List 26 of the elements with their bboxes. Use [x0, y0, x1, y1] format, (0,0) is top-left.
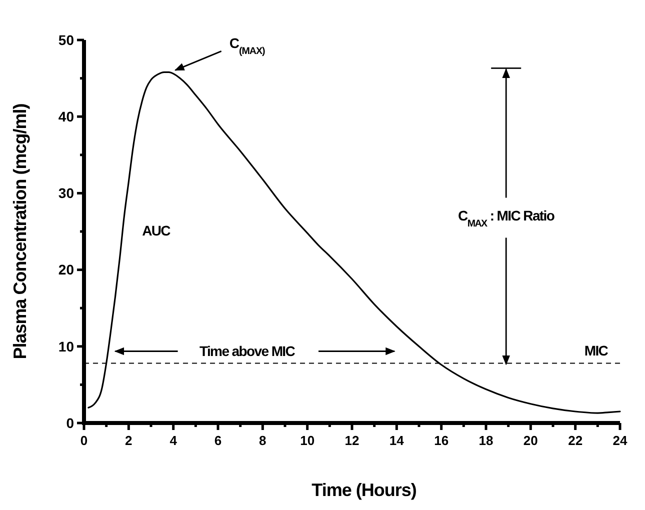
y-tick-label: 50: [58, 32, 74, 48]
x-tick-label: 0: [80, 433, 88, 448]
x-tick-label: 12: [344, 433, 360, 448]
x-tick-label: 4: [170, 433, 178, 448]
y-axis-title: Plasma Concentration (mcg/ml): [10, 103, 30, 360]
y-tick-label: 20: [58, 262, 74, 278]
annotation: AUC: [142, 222, 171, 238]
x-tick-label: 20: [523, 433, 538, 448]
x-axis-title: Time (Hours): [312, 480, 417, 500]
annotation: Time above MIC: [199, 343, 296, 360]
y-tick-label: 10: [58, 338, 74, 354]
annotation: C$_{(MAX)}$: [229, 35, 265, 57]
y-tick-label: 40: [58, 108, 74, 124]
ref-line-label: MIC: [584, 342, 608, 358]
x-tick-label: 24: [612, 433, 628, 448]
y-tick-label: 0: [66, 414, 74, 431]
x-tick-label: 2: [125, 433, 132, 448]
x-tick-label: 14: [389, 433, 405, 448]
x-tick-label: 18: [478, 433, 494, 448]
x-tick-label: 6: [214, 433, 222, 448]
x-tick-label: 16: [434, 433, 449, 448]
annotation: C$_{MAX}$ : MIC Ratio: [458, 208, 554, 230]
x-tick-label: 8: [259, 433, 266, 448]
x-tick-label: 22: [568, 433, 583, 448]
x-tick-label: 10: [300, 433, 315, 448]
y-tick-label: 30: [58, 185, 74, 202]
